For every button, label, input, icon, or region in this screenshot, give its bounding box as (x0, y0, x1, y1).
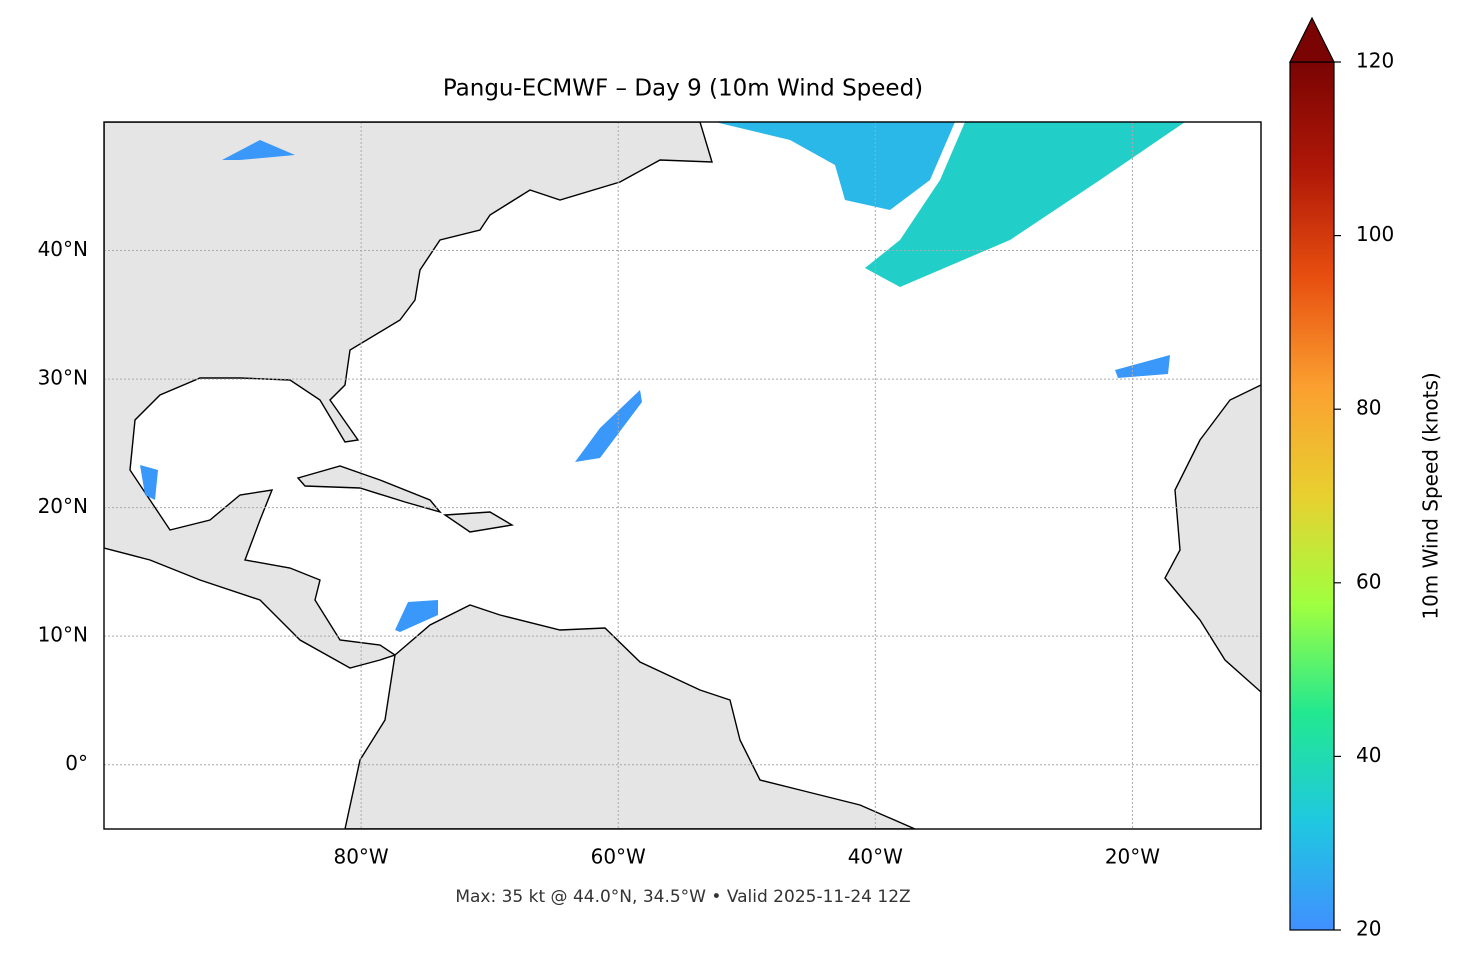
colorbar-tick-label: 80 (1356, 396, 1381, 420)
colorbar-tick-label: 100 (1356, 222, 1394, 246)
south-america (344, 604, 916, 829)
y-tick-label: 30°N (38, 366, 88, 390)
north-america (104, 122, 713, 669)
y-tick-label: 10°N (38, 623, 88, 647)
title: Pangu-ECMWF – Day 9 (10m Wind Speed) (443, 76, 923, 102)
x-tick-label: 60°W (591, 845, 646, 869)
wind-area (575, 390, 642, 462)
colorbar-tick-label: 20 (1356, 917, 1381, 941)
colorbar-tick-label: 120 (1356, 49, 1394, 73)
x-tick-label: 80°W (333, 845, 388, 869)
y-tick-label: 20°N (38, 494, 88, 518)
wind-area (1115, 355, 1170, 378)
colorbar-tick-label: 40 (1356, 743, 1381, 767)
wind-area (222, 140, 295, 160)
africa (1164, 384, 1261, 829)
wind-area (865, 122, 1185, 287)
grid (104, 122, 1261, 829)
x-tick-label: 20°W (1105, 845, 1160, 869)
colorbar-tick-label: 60 (1356, 569, 1381, 593)
colorbar-extend (1289, 16, 1335, 63)
wind-area (140, 465, 158, 500)
hispaniola (442, 511, 515, 533)
y-tick-label: 0° (65, 751, 88, 775)
colorbar (1289, 61, 1335, 931)
cuba (296, 465, 442, 514)
colorbar-label: 10m Wind Speed (knots) (1419, 372, 1443, 619)
map-area (104, 122, 1261, 829)
x-tick-label: 40°W (848, 845, 903, 869)
wind-area (715, 122, 955, 210)
wind-area (395, 600, 438, 632)
map-frame (103, 121, 1262, 830)
y-tick-label: 40°N (38, 237, 88, 261)
footnote: Max: 35 kt @ 44.0°N, 34.5°W • Valid 2025… (455, 887, 910, 907)
